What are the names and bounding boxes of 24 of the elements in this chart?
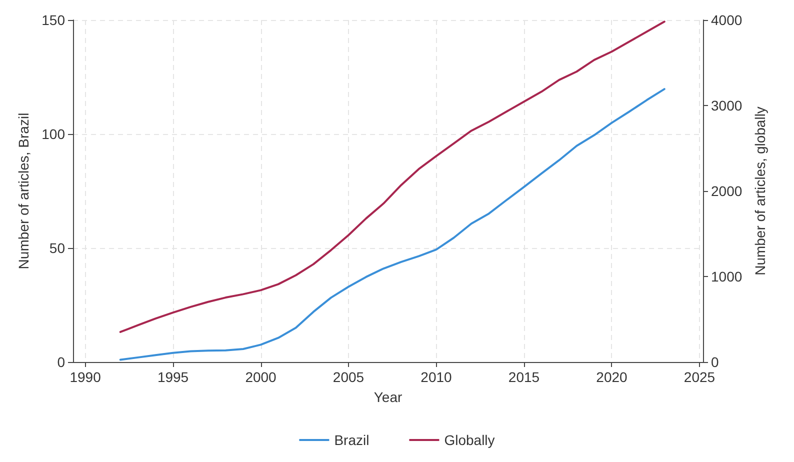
legend-label: Brazil [334, 432, 370, 448]
y2-tick-label: 2000 [711, 183, 742, 199]
x-tick-label: 1995 [157, 369, 189, 385]
y-tick-label: 100 [42, 126, 66, 142]
y2-tick-label: 0 [711, 354, 719, 370]
x-tick-label: 1990 [70, 369, 102, 385]
line-series [119, 20, 666, 333]
x-tick-label: 2025 [684, 369, 716, 385]
x-tick-label: 2020 [596, 369, 628, 385]
x-tick-label: 2015 [508, 369, 540, 385]
y-tick-label: 50 [49, 240, 66, 256]
x-tick-label: 2000 [245, 369, 277, 385]
y-tick-label: 0 [57, 354, 66, 370]
legend-label: Globally [444, 432, 495, 448]
line-series [119, 88, 666, 361]
y2-tick-label: 1000 [711, 268, 742, 284]
y-tick-label: 150 [42, 12, 66, 28]
y2-tick-label: 4000 [711, 12, 742, 28]
y-axis-title: Number of articles, Brazil [16, 112, 32, 270]
x-tick-label: 2005 [332, 369, 364, 385]
x-tick-label: 2010 [420, 369, 452, 385]
y2-axis-title: Number of articles, globally [752, 106, 768, 276]
y2-tick-label: 3000 [711, 98, 742, 114]
x-axis-title: Year [374, 389, 402, 405]
